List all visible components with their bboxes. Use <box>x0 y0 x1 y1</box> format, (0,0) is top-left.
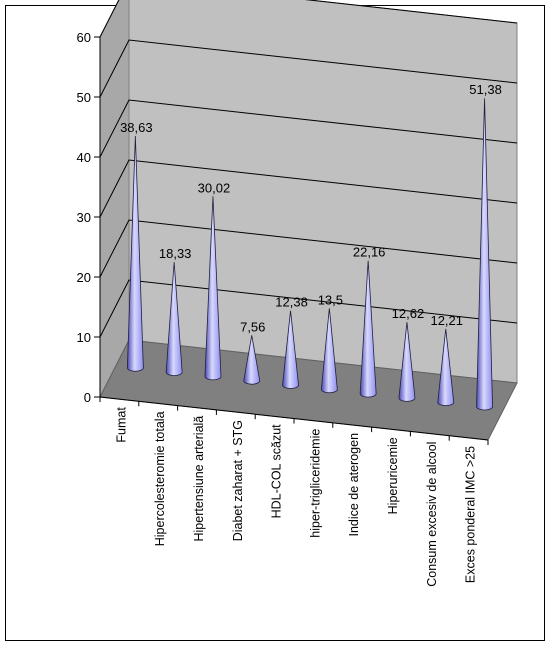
data-label: 12,62 <box>392 306 425 321</box>
category-label: Diabet zaharat + STG <box>231 420 245 541</box>
category-label: Indice de aterogen <box>347 433 361 537</box>
category-label: Hiperuricemie <box>386 437 400 514</box>
y-tick-label: 50 <box>77 90 91 105</box>
gridline <box>99 159 518 218</box>
data-label: 7,56 <box>240 319 265 334</box>
y-tick-label: 40 <box>77 150 91 165</box>
cone-bar <box>204 196 222 381</box>
y-tick-label: 60 <box>77 30 91 45</box>
category-label: HDL-COL scăzut <box>270 424 284 519</box>
y-tick-label: 10 <box>77 330 91 345</box>
gridline <box>99 279 518 338</box>
category-label: Exces ponderal IMC >25 <box>464 446 478 583</box>
gridline <box>99 0 518 38</box>
cone-bar <box>165 262 183 376</box>
category-label: hiper-trigliceridemie <box>308 429 322 538</box>
y-tick-label: 30 <box>77 210 91 225</box>
cone-bar <box>437 328 455 407</box>
gridline <box>99 39 518 98</box>
data-label: 51,38 <box>469 82 502 97</box>
gridline <box>99 219 518 278</box>
data-label: 12,21 <box>430 313 463 328</box>
cone-bar <box>282 310 299 389</box>
data-label: 12,38 <box>275 295 308 310</box>
cone-bar <box>126 136 144 372</box>
gridline <box>99 99 518 158</box>
data-label: 30,02 <box>198 180 231 195</box>
data-label: 22,16 <box>353 245 386 260</box>
category-label: Hipercolesteromie totala <box>153 411 167 546</box>
cone-bar <box>243 335 261 385</box>
category-label: Hipertensiune arterială <box>192 416 206 542</box>
cone-bar <box>320 308 338 394</box>
cone-bar <box>398 322 416 402</box>
side-wall <box>99 0 130 398</box>
data-label: 18,33 <box>159 246 192 261</box>
category-label: Consum excesiv de alcool <box>425 442 439 587</box>
data-label: 38,63 <box>120 120 153 135</box>
cone-bar <box>359 260 377 398</box>
category-label: Fumat <box>114 407 128 443</box>
cone-bar <box>476 98 493 411</box>
y-tick-label: 20 <box>77 270 91 285</box>
data-label: 13,5 <box>318 292 343 307</box>
y-tick-label: 0 <box>84 390 91 405</box>
